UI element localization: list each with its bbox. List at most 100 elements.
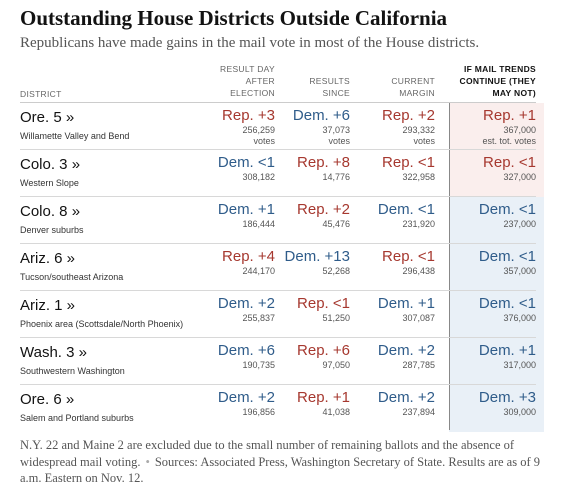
margin-cell-c3: Dem. +2 287,785 xyxy=(355,342,435,371)
margin-value: Dem. +1 xyxy=(377,295,435,312)
projection-column-highlight xyxy=(449,103,544,432)
margin-cell-c3: Rep. <1 322,958 xyxy=(355,154,435,183)
projection-cell-bg xyxy=(449,385,544,432)
table-row: Colo. 3 » Western Slope Dem. <1 308,182 Rep.… xyxy=(20,150,536,197)
margin-cell-c3: Rep. <1 296,438 xyxy=(355,248,435,277)
margin-value: Dem. +1 xyxy=(478,342,536,359)
table-row: Colo. 8 » Denver suburbs Dem. +1 186,444 Rep… xyxy=(20,197,536,244)
vote-count: 51,250 xyxy=(322,313,350,323)
vote-count: 327,000 xyxy=(503,172,536,182)
vote-count: 97,050 xyxy=(322,360,350,370)
footnote-note: N.Y. 22 and Maine 2 are excluded due to … xyxy=(20,438,515,469)
margin-cell-c4: Dem. <1 237,000 xyxy=(456,201,536,230)
table-row: Ore. 5 » Willamette Valley and Bend Rep. +… xyxy=(20,103,536,150)
vote-count: 237,894 xyxy=(402,407,435,417)
vote-count: 237,000 xyxy=(503,219,536,229)
margin-value: Rep. <1 xyxy=(483,154,536,171)
vote-count: 293,332 xyxy=(402,125,435,135)
district-link[interactable]: Ariz. 6 » xyxy=(20,250,76,267)
vote-count: 309,000 xyxy=(503,407,536,417)
margin-cell-c3: Rep. +2 293,332 votes xyxy=(355,107,435,147)
margin-value: Rep. <1 xyxy=(382,154,435,171)
district-area: Southwestern Washington xyxy=(20,366,125,376)
district-area: Salem and Portland suburbs xyxy=(20,413,134,423)
margin-value: Dem. <1 xyxy=(377,201,435,218)
table-row: Wash. 3 » Southwestern Washington Dem. +6 1… xyxy=(20,338,536,385)
margin-cell-c3: Dem. +1 307,087 xyxy=(355,295,435,324)
margin-value: Dem. <1 xyxy=(478,295,536,312)
vote-count: 244,170 xyxy=(242,266,275,276)
chart-subtitle: Republicans have made gains in the mail … xyxy=(20,35,480,51)
margin-value: Rep. +1 xyxy=(297,389,350,406)
district-link[interactable]: Wash. 3 » xyxy=(20,344,87,361)
vote-count: 190,735 xyxy=(242,360,275,370)
vote-count: 196,856 xyxy=(242,407,275,417)
projection-cell-bg xyxy=(449,150,544,197)
margin-value: Dem. +6 xyxy=(217,342,275,359)
district-area: Denver suburbs xyxy=(20,225,84,235)
vote-count: 308,182 xyxy=(242,172,275,182)
district-area: Western Slope xyxy=(20,178,79,188)
margin-value: Dem. +6 xyxy=(292,107,350,124)
vote-count: 52,268 xyxy=(322,266,350,276)
margin-cell-c4: Rep. <1 327,000 xyxy=(456,154,536,183)
margin-cell-c1: Dem. <1 308,182 xyxy=(195,154,275,183)
margin-cell-c3: Dem. <1 231,920 xyxy=(355,201,435,230)
vote-unit: est. tot. votes xyxy=(482,136,536,146)
vote-unit: votes xyxy=(253,136,275,146)
margin-value: Rep. <1 xyxy=(382,248,435,265)
vote-count: 296,438 xyxy=(402,266,435,276)
district-link[interactable]: Ore. 5 » xyxy=(20,109,75,126)
vote-count: 45,476 xyxy=(322,219,350,229)
projection-cell-bg xyxy=(449,197,544,244)
district-link[interactable]: Ariz. 1 » xyxy=(20,297,76,314)
margin-cell-c1: Dem. +6 190,735 xyxy=(195,342,275,371)
margin-value: Dem. +2 xyxy=(217,295,275,312)
margin-value: Rep. +2 xyxy=(382,107,435,124)
margin-cell-c2: Rep. +2 45,476 xyxy=(270,201,350,230)
vote-count: 376,000 xyxy=(503,313,536,323)
margin-value: Dem. <1 xyxy=(478,201,536,218)
margin-cell-c4: Dem. +1 317,000 xyxy=(456,342,536,371)
vote-count: 367,000 xyxy=(503,125,536,135)
header-result-day-after: RESULT DAY AFTER ELECTION xyxy=(220,64,275,98)
district-area: Phoenix area (Scottsdale/North Phoenix) xyxy=(20,319,184,329)
footnote-separator: • xyxy=(145,454,150,469)
vote-count: 307,087 xyxy=(402,313,435,323)
district-link[interactable]: Colo. 3 » xyxy=(20,156,81,173)
district-link[interactable]: Colo. 8 » xyxy=(20,203,81,220)
margin-cell-c4: Rep. +1 367,000 est. tot. votes xyxy=(456,107,536,147)
vote-count: 255,837 xyxy=(242,313,275,323)
header-divider xyxy=(20,102,536,103)
margin-cell-c1: Rep. +4 244,170 xyxy=(195,248,275,277)
vote-count: 317,000 xyxy=(503,360,536,370)
header-current-margin: CURRENT MARGIN xyxy=(391,76,435,98)
margin-cell-c1: Dem. +1 186,444 xyxy=(195,201,275,230)
margin-cell-c2: Rep. +1 41,038 xyxy=(270,389,350,418)
table-row: Ore. 6 » Salem and Portland suburbs Dem. +… xyxy=(20,385,536,431)
footnote-sources: Sources: Associated Press, Washington Se… xyxy=(20,454,541,486)
margin-value: Rep. +1 xyxy=(483,107,536,124)
district-link[interactable]: Ore. 6 » xyxy=(20,391,75,408)
projection-cell-bg xyxy=(449,244,544,291)
margin-cell-c4: Dem. +3 309,000 xyxy=(456,389,536,418)
margin-value: Rep. +8 xyxy=(297,154,350,171)
margin-cell-c2: Dem. +13 52,268 xyxy=(270,248,350,277)
margin-value: Dem. +2 xyxy=(217,389,275,406)
margin-cell-c1: Dem. +2 255,837 xyxy=(195,295,275,324)
margin-cell-c2: Dem. +6 37,073 votes xyxy=(270,107,350,147)
margin-value: Rep. +4 xyxy=(222,248,275,265)
vote-count: 322,958 xyxy=(402,172,435,182)
margin-value: Dem. <1 xyxy=(217,154,275,171)
margin-value: Dem. +13 xyxy=(284,248,350,265)
vote-unit: votes xyxy=(328,136,350,146)
margin-value: Dem. +1 xyxy=(217,201,275,218)
projection-cell-bg xyxy=(449,103,544,150)
vote-count: 256,259 xyxy=(242,125,275,135)
header-district: DISTRICT xyxy=(20,89,62,99)
table-row: Ariz. 6 » Tucson/southeast Arizona Rep. +4… xyxy=(20,244,536,291)
margin-cell-c1: Rep. +3 256,259 votes xyxy=(195,107,275,147)
margin-value: Rep. +2 xyxy=(297,201,350,218)
margin-value: Dem. +3 xyxy=(478,389,536,406)
chart-title: Outstanding House Districts Outside Cali… xyxy=(20,6,448,30)
